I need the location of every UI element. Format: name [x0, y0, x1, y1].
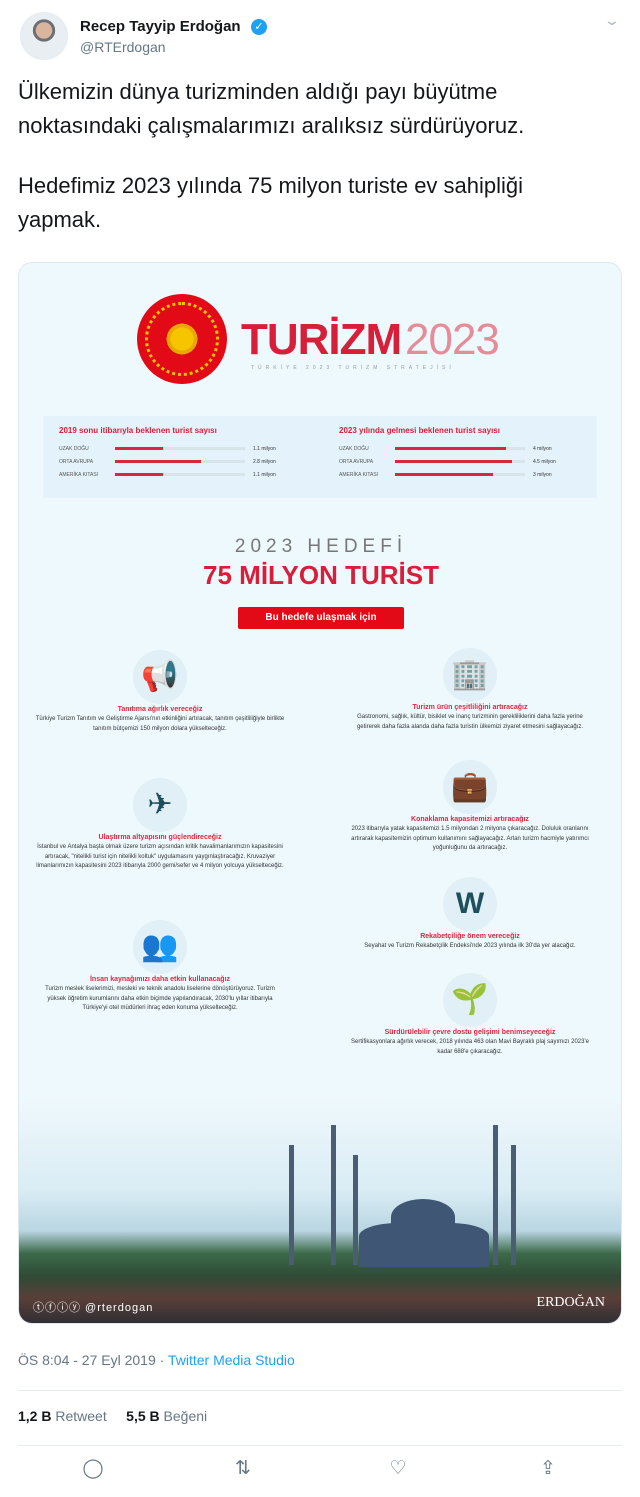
goal-title: Sürdürülebilir çevre dostu gelişimi beni…: [384, 1029, 556, 1036]
social-icons: ⓣⓕⓘⓨ @rterdogan: [33, 1302, 154, 1314]
goal-title: Rekabetçiliğe önem vereceğiz: [420, 933, 520, 940]
divider: [18, 1390, 622, 1391]
goal-body: Sertifikasyonlara ağırlık verecek, 2018 …: [351, 1039, 589, 1055]
source-link[interactable]: Twitter Media Studio: [167, 1352, 295, 1368]
verified-icon: ✓: [251, 19, 267, 35]
stat-row: AMERİKA KITASI 1.1 milyon: [59, 468, 309, 481]
stat-value: 4 milyon: [533, 445, 552, 452]
stat-row: ORTA AVRUPA 4.5 milyon: [339, 455, 589, 468]
presidential-emblem: [137, 294, 227, 384]
minaret: [353, 1155, 358, 1265]
goal-item: 🌱 Sürdürülebilir çevre dostu gelişimi ben…: [345, 973, 595, 1057]
stat-label: ORTA AVRUPA: [339, 458, 374, 465]
people-icon: 👥: [133, 920, 187, 974]
stat-row: AMERİKA KITASI 3 milyon: [339, 468, 589, 481]
share-icon[interactable]: ⇪: [540, 1458, 556, 1479]
reply-icon[interactable]: ◯: [82, 1458, 104, 1479]
goal-badge: Bu hedefe ulaşmak için: [238, 607, 404, 629]
goal-item: 📢 Tanıtıma ağırlık vereceğiz Türkiye Turiz…: [35, 650, 285, 734]
goal-title: Konaklama kapasitemizi artıracağız: [411, 816, 529, 823]
logo-word: TURİZM: [241, 315, 402, 364]
tweet-text-line: noktasındaki çalışmalarımızı aralıksız s…: [18, 113, 525, 138]
goal-heading: 2023 HEDEFİ: [234, 536, 408, 557]
stat-row: UZAK DOĞU 1.1 milyon: [59, 442, 309, 455]
tweet-text-line: yapmak.: [18, 207, 102, 232]
minaret: [331, 1125, 336, 1265]
tweet-text-line: Ülkemizin dünya turizminden aldığı payı …: [18, 79, 498, 104]
chevron-down-icon[interactable]: ⌄: [603, 12, 621, 28]
goal-body: Türkiye Turizm Tanıtım ve Geliştirme Aja…: [35, 716, 285, 732]
tourist-stats: 2019 sonu itibarıyla beklenen turist say…: [43, 416, 597, 498]
signature-logo: ERDOĞAN: [536, 1295, 605, 1310]
megaphone-icon: 📢: [133, 650, 187, 704]
tweet-time[interactable]: ÖS 8:04 - 27 Eyl 2019 ·: [18, 1352, 168, 1368]
stat-bar: [115, 447, 164, 450]
goal-body: Seyahat ve Turizm Rekabetçilik Endeksi'n…: [364, 943, 576, 949]
stat-label: UZAK DOĞU: [339, 445, 369, 452]
goal-body: İstanbul ve Antalya başta olmak üzere tu…: [36, 844, 284, 869]
stat-label: AMERİKA KITASI: [339, 471, 379, 478]
stat-bar: [115, 473, 164, 476]
stats-title: 2019 sonu itibarıyla beklenen turist say…: [59, 426, 217, 435]
stat-row: UZAK DOĞU 4 milyon: [339, 442, 589, 455]
minaret: [289, 1145, 294, 1265]
goal-item: ✈ Ulaştırma altyapısını güçlendireceğiz İs…: [35, 778, 285, 872]
divider: [18, 1445, 622, 1446]
stats-2019: 2019 sonu itibarıyla beklenen turist say…: [59, 426, 309, 481]
author-handle[interactable]: @RTErdogan: [80, 39, 166, 55]
timestamp: ÖS 8:04 - 27 Eyl 2019 · Twitter Media St…: [18, 1352, 295, 1368]
minaret: [493, 1125, 498, 1265]
airplane-icon: ✈: [133, 778, 187, 832]
goal-body: 2023 itibarıyla yatak kapasitemizi 1.5 m…: [351, 826, 589, 851]
goal-title: Turizm ürün çeşitliliğini artıracağız: [412, 704, 528, 711]
goal-item: 💼 Konaklama kapasitemizi artıracağız 2023 …: [345, 760, 595, 854]
stat-bar: [395, 447, 506, 450]
mosque-photo: ⓣⓕⓘⓨ @rterdogan ERDOĞAN: [19, 1101, 621, 1323]
goal-item: W Rekabetçiliğe önem vereceğiz Seyahat ve …: [345, 877, 595, 952]
mosque-body: [359, 1223, 489, 1267]
minaret: [511, 1145, 516, 1265]
goal-item: 🏢 Turizm ürün çeşitliliğini artıracağız Ga…: [345, 648, 595, 732]
author-name[interactable]: Recep Tayyip Erdoğan: [80, 18, 241, 35]
tweet-image[interactable]: TURİZM 2023 TÜRKİYE 2023 TURİZM STRATEJİ…: [18, 262, 622, 1324]
goal-body: Gastronomi, sağlık, kültür, bisiklet ve …: [356, 714, 584, 730]
stat-value: 1.1 milyon: [253, 445, 276, 452]
like-count[interactable]: 5,5 B Beğeni: [126, 1408, 208, 1424]
goal-target: 75 MİLYON TURİST: [203, 560, 439, 590]
stats-title: 2023 yılında gelmesi beklenen turist say…: [339, 426, 500, 435]
engagement-counts: 1,2 B Retweet 5,5 B Beğeni: [18, 1408, 207, 1424]
goal-body: Turizm meslek liselerimizi, mesleki ve t…: [45, 986, 275, 1011]
stat-value: 3 milyon: [533, 471, 552, 478]
plant-hand-icon: 🌱: [443, 973, 497, 1027]
goal-item: 👥 İnsan kaynağımızı daha etkin kullanacağ…: [35, 920, 285, 1014]
goal-title: Tanıtıma ağırlık vereceğiz: [117, 706, 203, 713]
stats-2023: 2023 yılında gelmesi beklenen turist say…: [339, 426, 589, 481]
stat-bar: [395, 460, 512, 463]
stat-label: AMERİKA KITASI: [59, 471, 99, 478]
logo-year: 2023: [405, 315, 500, 364]
avatar[interactable]: [20, 12, 68, 60]
logo-subtitle: TÜRKİYE 2023 TURİZM STRATEJİSİ: [251, 365, 455, 371]
like-icon[interactable]: ♡: [389, 1458, 407, 1479]
stat-row: ORTA AVRUPA 2.8 milyon: [59, 455, 309, 468]
stat-label: ORTA AVRUPA: [59, 458, 94, 465]
retweet-icon[interactable]: ⇅: [235, 1458, 251, 1479]
stat-bar: [395, 473, 493, 476]
competition-icon: W: [443, 877, 497, 931]
stat-bar: [115, 460, 201, 463]
building-icon: 🏢: [443, 648, 497, 702]
tweet-text-line: Hedefimiz 2023 yılında 75 milyon turiste…: [18, 173, 524, 198]
stat-value: 4.5 milyon: [533, 458, 556, 465]
stat-value: 2.8 milyon: [253, 458, 276, 465]
retweet-count[interactable]: 1,2 B Retweet: [18, 1408, 107, 1424]
suitcase-icon: 💼: [443, 760, 497, 814]
goal-title: İnsan kaynağımızı daha etkin kullanacağı…: [89, 976, 231, 983]
goal-title: Ulaştırma altyapısını güçlendireceğiz: [98, 834, 222, 841]
stat-label: UZAK DOĞU: [59, 445, 89, 452]
stat-value: 1.1 milyon: [253, 471, 276, 478]
